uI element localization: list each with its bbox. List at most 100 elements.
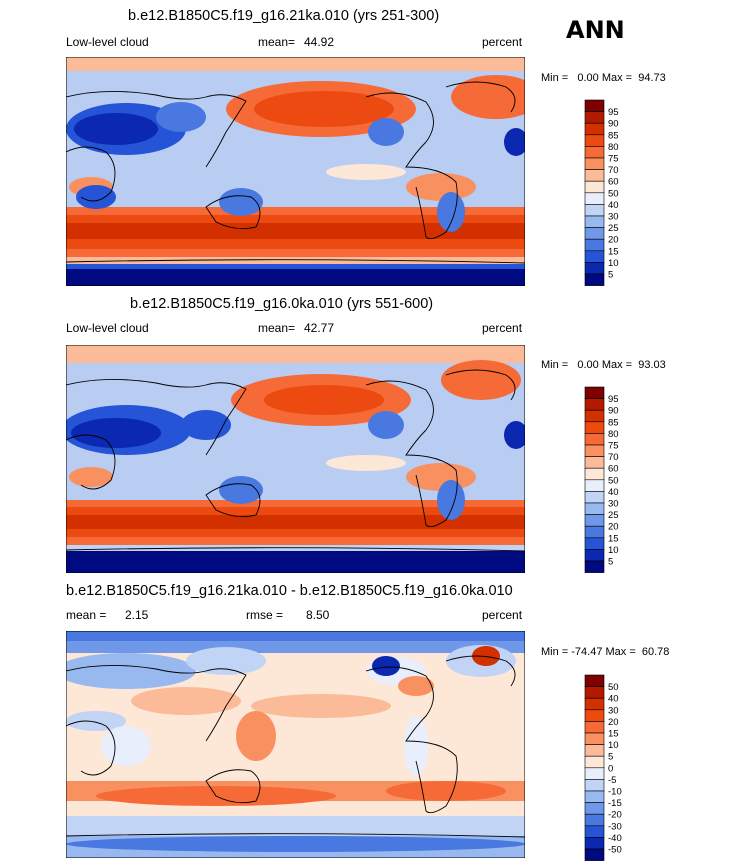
panel2-mean-label: mean=	[258, 321, 296, 335]
colorbar-swatch	[584, 790, 605, 803]
colorbar-swatch	[584, 444, 605, 457]
colorbar-tick-label: -5	[608, 775, 616, 786]
colorbar-tick-label: 5	[608, 557, 613, 568]
colorbar-swatch	[584, 709, 605, 722]
colorbar-tick-label: 30	[608, 499, 619, 510]
colorbar-tick-label: 50	[608, 475, 619, 486]
panel3-map	[66, 631, 525, 858]
colorbar-swatch	[584, 157, 605, 170]
colorbar-swatch	[584, 802, 605, 815]
colorbar-tick-label: 75	[608, 154, 619, 165]
colorbar-swatch	[584, 180, 605, 194]
colorbar-swatch	[584, 755, 605, 769]
season-label: ANN	[566, 16, 625, 44]
colorbar-swatch	[584, 837, 605, 850]
colorbar-tick-label: 25	[608, 223, 619, 234]
colorbar-swatch	[584, 549, 605, 562]
colorbar-swatch	[584, 215, 605, 228]
colorbar-swatch	[584, 479, 605, 492]
panel2-min-max: Min = 0.00 Max = 93.03	[541, 359, 666, 371]
colorbar-swatch	[584, 560, 605, 573]
panel1-mean-value: 44.92	[304, 35, 335, 49]
colorbar-swatch	[584, 433, 605, 446]
colorbar-swatch	[584, 525, 605, 539]
panel1-units: percent	[482, 35, 523, 49]
panel3-rmse-value: 8.50	[306, 608, 330, 622]
colorbar-tick-label: 90	[608, 119, 619, 130]
colorbar-swatch	[584, 767, 605, 780]
colorbar-tick-label: 85	[608, 130, 619, 141]
panel1-map	[66, 57, 525, 286]
colorbar-swatch	[584, 262, 605, 275]
panel3-units: percent	[482, 608, 523, 622]
colorbar-tick-label: 10	[608, 258, 619, 269]
colorbar-swatch	[584, 273, 605, 286]
colorbar-swatch	[584, 721, 605, 734]
colorbar-swatch	[584, 813, 605, 827]
colorbar-swatch	[584, 169, 605, 182]
colorbar-tick-label: 70	[608, 165, 619, 176]
panel1-min-max: Min = 0.00 Max = 94.73	[541, 72, 666, 84]
panel2-units: percent	[482, 321, 523, 335]
panel3-mean-value: 2.15	[125, 608, 149, 622]
colorbar-tick-label: 30	[608, 705, 619, 716]
colorbar-swatch	[584, 204, 605, 217]
colorbar-swatch	[584, 467, 605, 481]
colorbar-tick-label: 15	[608, 729, 619, 740]
panel3-mean-label: mean =	[66, 608, 107, 622]
panel3-rmse-label: rmse =	[246, 608, 284, 622]
colorbar-swatch	[584, 456, 605, 469]
colorbar-tick-label: 40	[608, 487, 619, 498]
colorbar-tick-label: 20	[608, 522, 619, 533]
colorbar-swatch	[584, 409, 605, 423]
colorbar-tick-label: 30	[608, 212, 619, 223]
colorbar-swatch	[584, 537, 605, 550]
panel1-mean-label: mean=	[258, 35, 296, 49]
colorbar-swatch	[584, 192, 605, 205]
colorbar-tick-label: 20	[608, 717, 619, 728]
colorbar-swatch	[584, 779, 605, 792]
colorbar-swatch	[584, 146, 605, 159]
colorbar-tick-label: -50	[608, 845, 622, 856]
colorbar-tick-label: -30	[608, 821, 622, 832]
colorbar-swatch	[584, 697, 605, 711]
colorbar-tick-label: 20	[608, 235, 619, 246]
colorbar-tick-label: 85	[608, 417, 619, 428]
colorbar-swatch	[584, 744, 605, 757]
panel2-variable-label: Low-level cloud	[66, 321, 149, 335]
colorbar-tick-label: -15	[608, 798, 622, 809]
panel2-map	[66, 345, 525, 573]
colorbar-swatch	[584, 848, 605, 861]
colorbar-tick-label: 50	[608, 682, 619, 693]
colorbar-swatch	[584, 134, 605, 147]
colorbar-tick-label: 15	[608, 246, 619, 257]
colorbar-swatch	[584, 686, 605, 699]
colorbar-tick-label: 60	[608, 177, 619, 188]
colorbar-swatch	[584, 674, 605, 687]
colorbar-tick-label: 40	[608, 200, 619, 211]
colorbar-swatch	[584, 502, 605, 515]
colorbar-swatch	[584, 250, 605, 263]
colorbar-tick-label: -10	[608, 787, 622, 798]
colorbar-swatch	[584, 732, 605, 745]
colorbar-tick-label: 80	[608, 142, 619, 153]
colorbar-tick-label: 10	[608, 740, 619, 751]
colorbar-tick-label: 95	[608, 394, 619, 405]
panel3-min-max: Min = -74.47 Max = 60.78	[541, 646, 670, 658]
colorbar-tick-label: 50	[608, 188, 619, 199]
colorbar-tick-label: 5	[608, 270, 613, 281]
colorbar-tick-label: 90	[608, 406, 619, 417]
panel2-mean-value: 42.77	[304, 321, 335, 335]
colorbar-tick-label: 10	[608, 545, 619, 556]
colorbar-tick-label: 0	[608, 763, 613, 774]
colorbar-swatch	[584, 227, 605, 240]
colorbar-tick-label: 25	[608, 510, 619, 521]
colorbar-swatch	[584, 825, 605, 838]
colorbar-swatch	[584, 99, 605, 112]
colorbar-tick-label: 5	[608, 752, 613, 763]
colorbar-swatch	[584, 111, 605, 124]
colorbar-swatch	[584, 122, 605, 136]
